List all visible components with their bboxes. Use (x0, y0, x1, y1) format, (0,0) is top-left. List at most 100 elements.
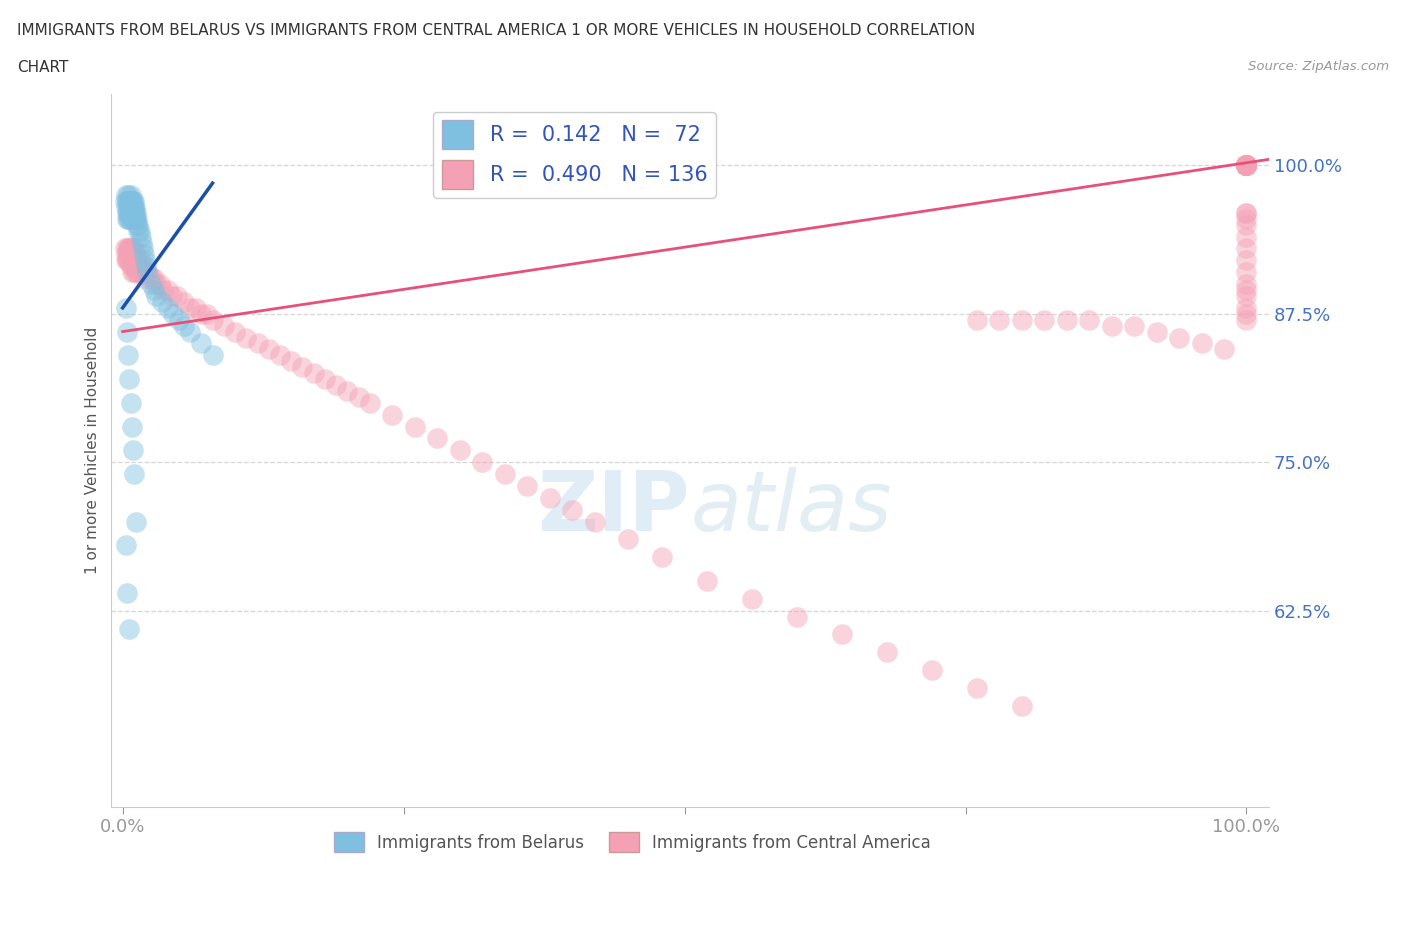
Point (302, 365, 325, 380)
Point (1236, 158, 1258, 173)
Point (124, 247, 146, 262)
Point (122, 211, 145, 226)
Point (134, 253, 156, 268)
Point (325, 378, 347, 392)
Point (291, 360, 314, 375)
Point (127, 211, 149, 226)
Point (173, 318, 195, 333)
Point (1146, 325, 1168, 339)
Point (160, 288, 183, 303)
Point (118, 247, 141, 262)
Point (1236, 276, 1258, 291)
Point (132, 271, 155, 286)
Point (117, 348, 139, 363)
Point (1236, 300, 1258, 315)
Point (121, 241, 143, 256)
Point (1236, 158, 1258, 173)
Point (117, 211, 139, 226)
Point (1236, 158, 1258, 173)
Point (145, 288, 167, 303)
Point (741, 591, 763, 606)
Point (121, 199, 143, 214)
Point (118, 193, 141, 208)
Point (516, 479, 538, 494)
Point (115, 211, 138, 226)
Point (988, 312, 1011, 327)
Point (128, 253, 150, 268)
Point (201, 312, 224, 327)
Point (120, 193, 142, 208)
Point (122, 253, 145, 268)
Point (134, 265, 156, 280)
Point (381, 407, 404, 422)
Point (449, 443, 471, 458)
Point (132, 241, 155, 256)
Point (115, 188, 138, 203)
Point (118, 253, 141, 268)
Point (117, 193, 139, 208)
Point (127, 259, 149, 273)
Point (150, 295, 173, 310)
Point (120, 395, 142, 410)
Point (120, 188, 142, 203)
Point (124, 259, 146, 273)
Point (152, 283, 174, 298)
Point (122, 206, 145, 220)
Point (1168, 330, 1191, 345)
Point (1236, 158, 1258, 173)
Point (1236, 265, 1258, 280)
Point (149, 276, 172, 291)
Point (966, 312, 988, 327)
Point (125, 265, 148, 280)
Point (617, 532, 640, 547)
Point (156, 300, 179, 315)
Point (162, 306, 184, 321)
Point (136, 265, 159, 280)
Point (1011, 698, 1033, 713)
Point (117, 247, 139, 262)
Point (121, 247, 143, 262)
Point (1236, 158, 1258, 173)
Text: atlas: atlas (690, 467, 891, 548)
Point (118, 241, 141, 256)
Point (114, 241, 136, 256)
Point (118, 621, 141, 636)
Point (115, 247, 138, 262)
Point (1236, 158, 1258, 173)
Point (1236, 206, 1258, 220)
Point (128, 265, 150, 280)
Point (139, 276, 162, 291)
Point (314, 372, 336, 387)
Point (121, 265, 143, 280)
Point (125, 211, 148, 226)
Point (1213, 342, 1236, 357)
Point (127, 218, 149, 232)
Point (115, 199, 138, 214)
Point (184, 300, 207, 315)
Text: CHART: CHART (17, 60, 69, 75)
Point (128, 223, 150, 238)
Point (143, 283, 166, 298)
Point (336, 383, 359, 398)
Point (1236, 218, 1258, 232)
Point (120, 211, 142, 226)
Point (1236, 241, 1258, 256)
Point (115, 193, 138, 208)
Point (1123, 318, 1146, 333)
Point (190, 306, 212, 321)
Point (179, 325, 201, 339)
Point (120, 259, 142, 273)
Point (1236, 158, 1258, 173)
Point (122, 193, 145, 208)
Point (1236, 158, 1258, 173)
Point (831, 627, 853, 642)
Point (246, 336, 269, 351)
Point (1236, 158, 1258, 173)
Point (966, 681, 988, 696)
Point (115, 206, 138, 220)
Point (404, 419, 426, 434)
Point (127, 223, 149, 238)
Point (117, 199, 139, 214)
Point (121, 443, 143, 458)
Point (132, 259, 155, 273)
